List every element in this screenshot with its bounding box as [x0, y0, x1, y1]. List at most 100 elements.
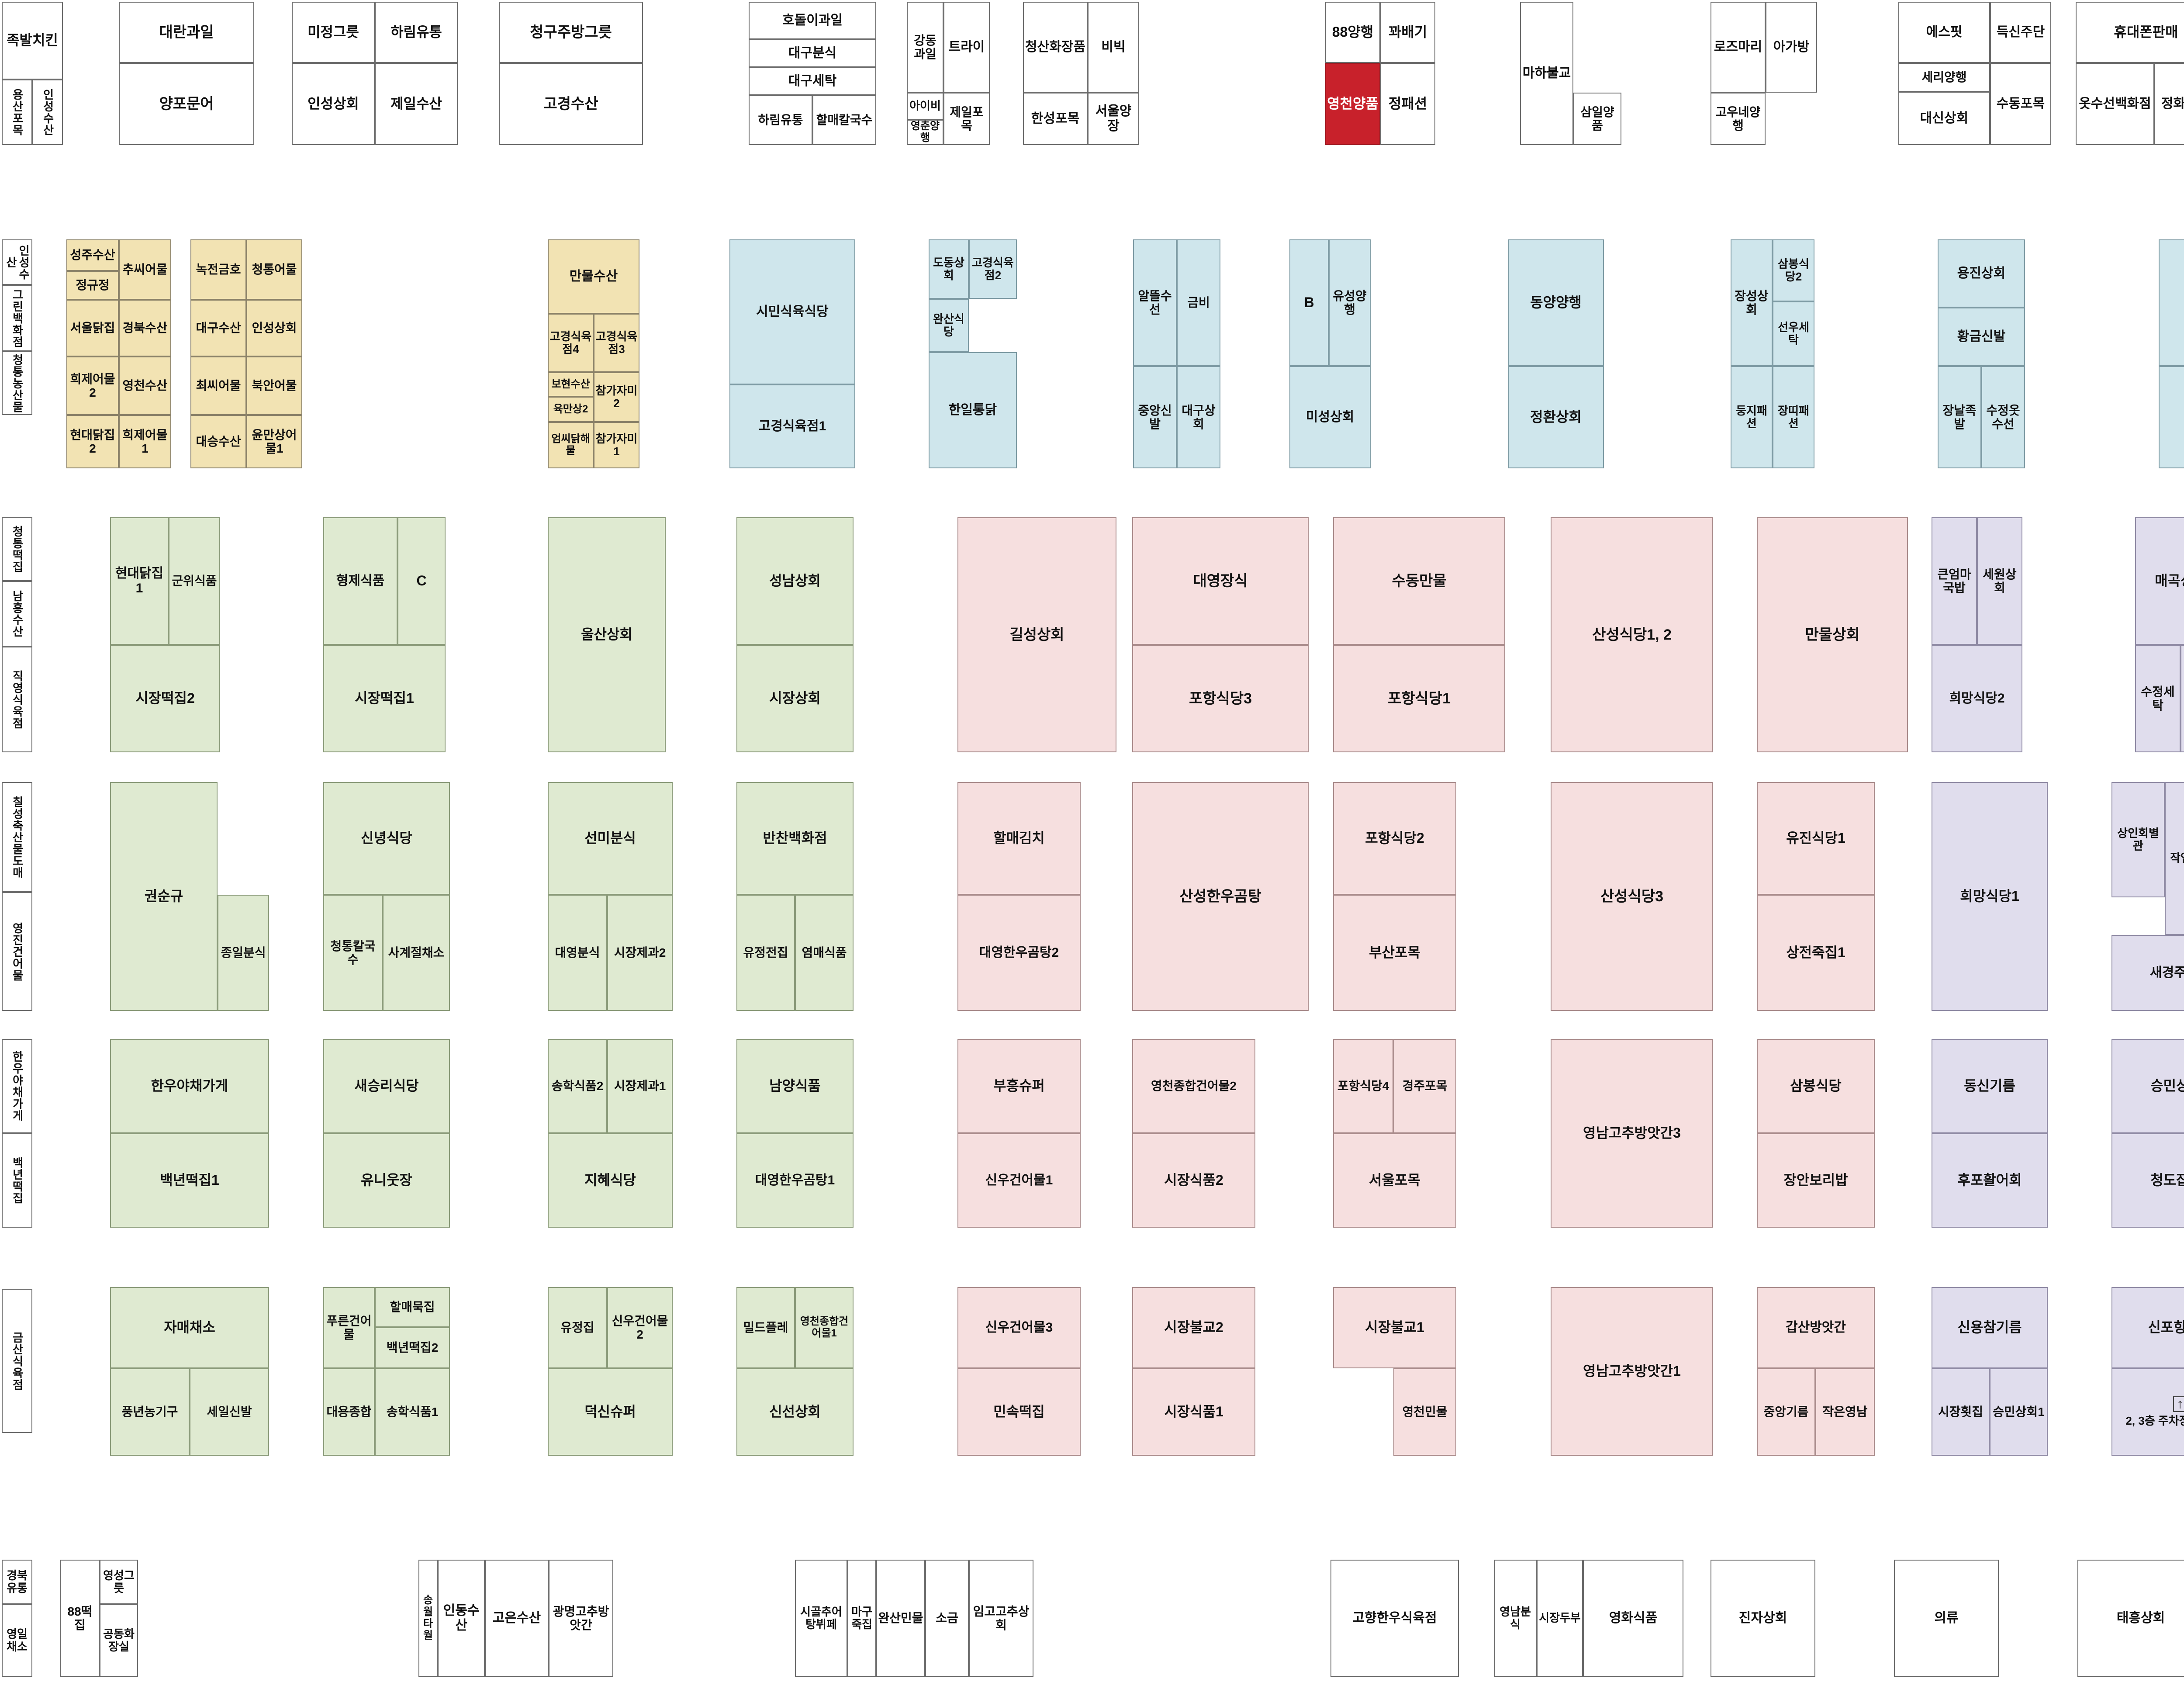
stall-block[interactable]: 강동과일 — [907, 2, 943, 93]
stall-block[interactable]: 수정세탁 — [2135, 645, 2181, 752]
stall-block[interactable]: 희망식당2 — [1932, 645, 2022, 752]
stall-block[interactable]: 시장두부 — [1537, 1560, 1583, 1677]
stall-block[interactable]: 대구수산 — [190, 300, 246, 356]
stall-block[interactable]: 의류 — [1894, 1560, 1999, 1677]
stall-block[interactable]: 진자상회 — [1711, 1560, 1815, 1677]
stall-block[interactable]: 푸른건어물 — [323, 1287, 375, 1368]
stall-block[interactable]: 작은영남 — [1815, 1368, 1875, 1456]
stall-block[interactable]: 신우건어물1 — [957, 1133, 1081, 1228]
stall-block[interactable]: 승민상회2 — [2111, 1039, 2184, 1133]
stall-block[interactable]: 추씨어물 — [119, 239, 171, 300]
stall-block[interactable]: 염매식품 — [795, 895, 854, 1011]
stall-block[interactable]: 로즈마리 — [1711, 2, 1766, 93]
stall-block[interactable]: 송학식품2 — [548, 1039, 607, 1133]
stall-block[interactable]: 영천종합건어물2 — [1132, 1039, 1255, 1133]
stall-block[interactable]: 산성식당1, 2 — [1551, 517, 1713, 752]
stall-block[interactable]: 선미분식 — [548, 782, 673, 895]
stall-block[interactable]: 미성상회 — [1289, 366, 1371, 468]
stall-block[interactable]: C — [397, 517, 446, 645]
stall-block[interactable]: 시장횟집 — [1932, 1368, 1990, 1456]
stall-block[interactable]: 수동포목 — [1990, 63, 2051, 145]
stall-block[interactable]: 유정전집 — [736, 895, 795, 1011]
stall-block[interactable]: 에스핏 — [1898, 2, 1990, 63]
stall-block[interactable]: 하림유통 — [375, 2, 458, 63]
stall-block[interactable]: 광명고추방앗간 — [549, 1560, 613, 1677]
stall-block[interactable]: 산성한우곰탕 — [1132, 782, 1309, 1011]
stall-block[interactable]: 영화식품 — [1583, 1560, 1683, 1677]
stall-block[interactable]: 후포활어회 — [1932, 1133, 2048, 1228]
stall-block[interactable]: 태흥상회 — [2077, 1560, 2184, 1677]
stall-block[interactable]: 영천수산 — [119, 356, 171, 415]
stall-block[interactable]: 새경주식당 — [2111, 935, 2184, 1011]
stall-block[interactable]: 휴대폰판매 — [2076, 2, 2184, 63]
stall-block[interactable]: 권순규 — [110, 782, 218, 1011]
stall-block[interactable]: 신우건어물2 — [607, 1287, 673, 1368]
stall-block[interactable]: 시장제과1 — [607, 1039, 673, 1133]
stall-block[interactable]: 칠성축산물도매 — [2, 782, 32, 892]
stall-block[interactable]: 장날족발 — [1938, 366, 1981, 468]
stall-block[interactable]: 둥지패션 — [1731, 366, 1773, 468]
stall-block[interactable]: 고경식육점3 — [594, 314, 639, 372]
stall-block[interactable]: 반찬백화점 — [736, 782, 854, 895]
stall-block[interactable]: 참가자미1 — [594, 422, 639, 468]
stall-block[interactable]: 작업장 — [2165, 782, 2184, 935]
stall-block[interactable]: 대영장식 — [1132, 517, 1309, 645]
stall-block[interactable]: 시장상회 — [736, 645, 854, 752]
stall-block[interactable]: 트라이 — [943, 2, 990, 93]
stall-block[interactable]: 포항식당3 — [1132, 645, 1309, 752]
stall-block[interactable]: 영천민물 — [1393, 1368, 1456, 1456]
stall-block[interactable]: 시장불교1 — [1333, 1287, 1456, 1368]
stall-block[interactable]: 유니웃장 — [323, 1133, 450, 1228]
stall-block[interactable]: 민속떡집 — [957, 1368, 1081, 1456]
stall-block[interactable]: 영남고추방앗간1 — [1551, 1287, 1713, 1456]
stall-block[interactable]: 대영한우곰탕2 — [957, 895, 1081, 1011]
stall-block[interactable]: 정화신발 — [2154, 63, 2184, 145]
stall-block[interactable]: 신녕식당 — [323, 782, 450, 895]
stall-block[interactable]: 인동수산 — [438, 1560, 485, 1677]
stall-block[interactable]: 매곡상회 — [2135, 517, 2184, 645]
stall-block[interactable]: 영남분식 — [1494, 1560, 1537, 1677]
stall-block[interactable]: 산성식당3 — [1551, 782, 1713, 1011]
stall-block[interactable]: 영춘양행 — [907, 120, 943, 145]
stall-block[interactable]: 고은수산 — [485, 1560, 549, 1677]
stall-block[interactable]: 육만상2 — [548, 397, 594, 422]
stall-block[interactable]: 아이비 — [907, 93, 943, 120]
stall-block[interactable]: 부흥슈퍼 — [957, 1039, 1081, 1133]
stall-block[interactable]: 최씨어물 — [190, 356, 246, 415]
stall-block[interactable]: 직영식육점 — [2, 647, 32, 752]
stall-block[interactable]: 영진건어물 — [2, 892, 32, 1011]
stall-block[interactable]: 알뜰수선 — [1133, 239, 1177, 366]
stall-block[interactable]: 영천종합건어물1 — [795, 1287, 854, 1368]
stall-block[interactable]: 삼일양품 — [1573, 93, 1621, 145]
stall-block[interactable]: 백년떡집2 — [375, 1327, 450, 1368]
stall-block[interactable]: 호돌이과일 — [749, 2, 876, 39]
stall-block[interactable]: 현대닭집2 — [66, 415, 119, 468]
stall-block[interactable]: 비빅 — [1088, 2, 1139, 93]
stall-block[interactable]: 상전죽집1 — [1757, 895, 1875, 1011]
stall-block[interactable]: 현대닭집1 — [110, 517, 169, 645]
stall-block[interactable]: 포항식당4 — [1333, 1039, 1393, 1133]
stall-block[interactable]: 그린백화점 — [2, 285, 32, 351]
stall-block[interactable]: 정화신발 — [2159, 239, 2184, 366]
stall-block[interactable]: 풍년농기구 — [110, 1368, 190, 1456]
stall-block[interactable]: 제일포목 — [943, 93, 990, 145]
stall-block[interactable]: 인성상회 — [246, 300, 302, 356]
stall-block[interactable]: 상인회별관 — [2111, 782, 2165, 897]
stall-block[interactable]: 꽈배기 — [1380, 2, 1435, 63]
stall-block[interactable]: 완산민물 — [876, 1560, 925, 1677]
stall-block[interactable]: 장띠패션 — [1773, 366, 1814, 468]
stall-block[interactable]: 신포항횟집 — [2111, 1287, 2184, 1368]
stall-block[interactable]: 제일수산 — [375, 63, 458, 145]
stall-block[interactable]: 할매묵집 — [375, 1287, 450, 1327]
stall-block[interactable]: 만물수산 — [548, 239, 639, 314]
stall-block[interactable]: 영천할매곰탕 — [2181, 645, 2184, 752]
stall-block[interactable]: 중앙기름 — [1757, 1368, 1815, 1456]
stall-block[interactable]: 자매채소 — [110, 1287, 269, 1368]
stall-block[interactable]: 고향한우식육점 — [1330, 1560, 1459, 1677]
stall-block[interactable]: 송월타월 — [418, 1560, 438, 1677]
stall-block[interactable]: 공동화장실 — [100, 1604, 138, 1677]
stall-block[interactable]: 양포문어 — [119, 63, 254, 145]
stall-block[interactable]: 고경수산 — [499, 63, 643, 145]
stall-block[interactable]: 대구분식 — [749, 39, 876, 67]
stall-block[interactable]: 삼봉식당2 — [1773, 239, 1814, 301]
